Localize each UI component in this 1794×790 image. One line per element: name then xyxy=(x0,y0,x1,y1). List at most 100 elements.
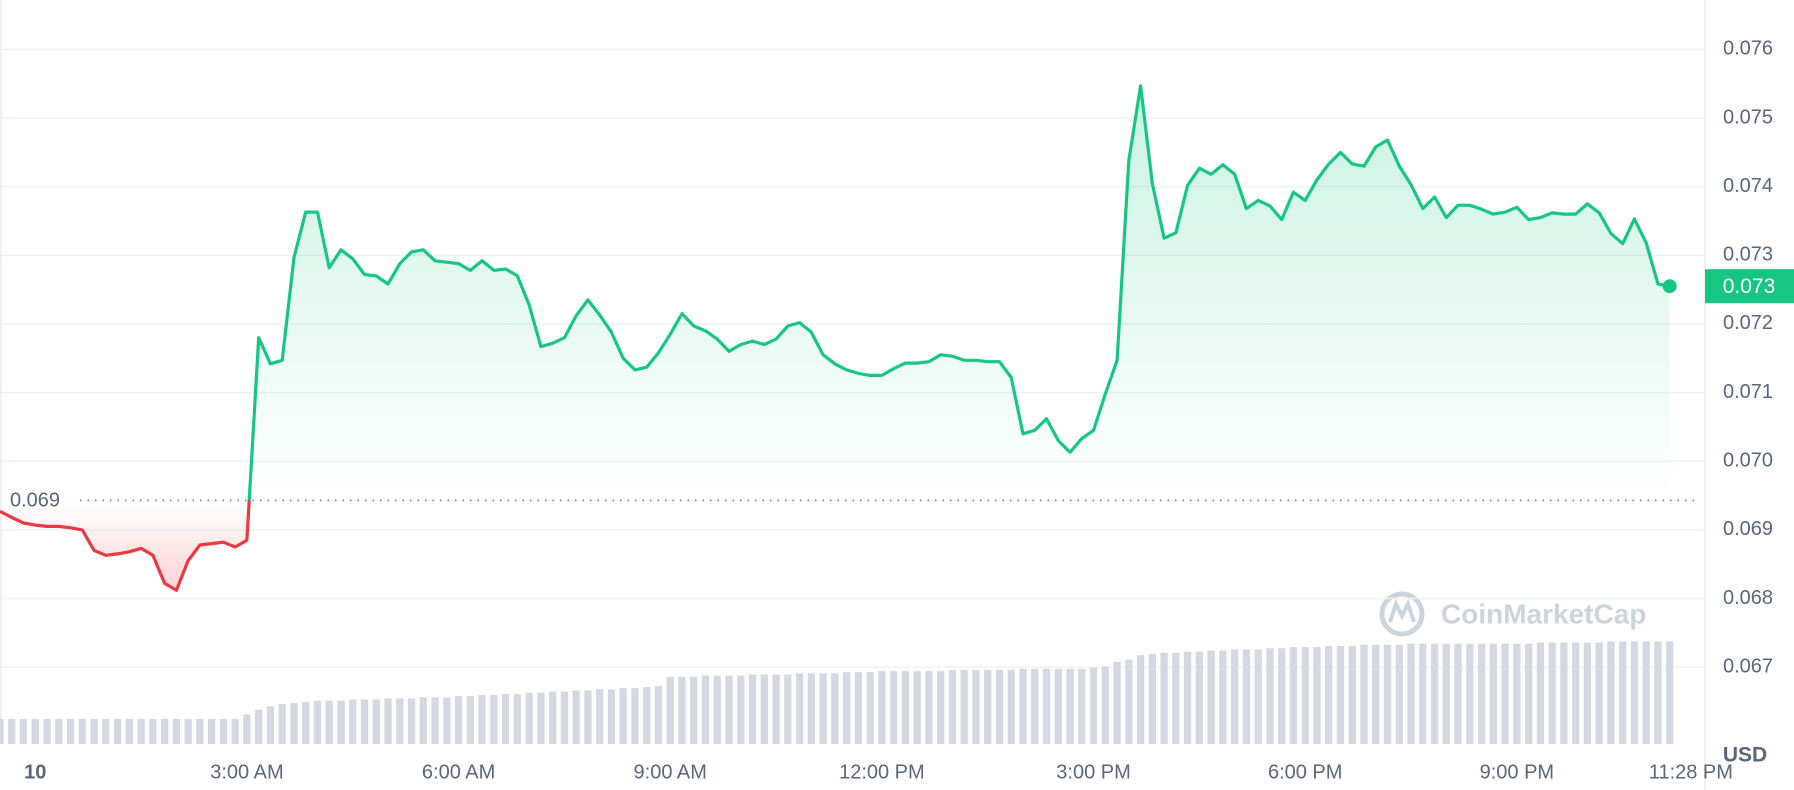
volume-bar xyxy=(396,698,404,744)
volume-bar xyxy=(360,699,369,744)
y-tick-label: 0.069 xyxy=(1723,518,1773,540)
volume-bar xyxy=(1089,667,1098,744)
volume-bar xyxy=(1254,649,1262,744)
volume-bar xyxy=(819,673,827,744)
volume-bar xyxy=(1630,641,1639,744)
volume-bar xyxy=(1572,642,1580,744)
watermark-logo-mark xyxy=(1388,598,1416,623)
volume-bar xyxy=(1195,651,1204,744)
volume-bar xyxy=(1031,668,1039,744)
volume-bar xyxy=(454,696,463,744)
volume-bar xyxy=(372,699,380,744)
price-line xyxy=(0,84,1670,592)
volume-bar xyxy=(960,669,968,744)
volume-bar xyxy=(584,690,592,744)
volume-bar xyxy=(149,718,157,744)
volume-bar xyxy=(1360,644,1368,744)
volume-bar xyxy=(337,700,345,744)
volume-bar xyxy=(1160,652,1168,744)
volume-bar xyxy=(1560,642,1568,744)
volume-bar xyxy=(1042,668,1051,744)
volume-bar xyxy=(690,676,698,744)
volume-bar xyxy=(1372,644,1380,744)
volume-bar xyxy=(66,718,75,744)
volume-bar xyxy=(807,673,815,744)
volume-bar xyxy=(137,718,145,744)
volume-bar xyxy=(972,669,980,744)
y-tick-label: 0.071 xyxy=(1723,381,1773,403)
volume-bar xyxy=(1501,643,1509,744)
volume-bar xyxy=(1454,643,1462,744)
y-tick-label: 0.074 xyxy=(1723,175,1773,197)
volume-bar xyxy=(313,700,322,744)
y-tick-label: 0.067 xyxy=(1723,655,1773,677)
volume-bar xyxy=(795,673,804,744)
currency-label: USD xyxy=(1723,744,1767,767)
x-tick-label: 9:00 PM xyxy=(1480,761,1554,783)
volume-bar xyxy=(172,718,181,744)
volume-bar xyxy=(302,701,310,744)
volume-bar xyxy=(1136,655,1145,744)
y-tick-label: 0.076 xyxy=(1723,38,1773,60)
volume-bar xyxy=(654,685,663,744)
volume-bar xyxy=(678,676,686,744)
y-tick-label: 0.070 xyxy=(1723,450,1773,472)
volume-bar xyxy=(725,675,733,744)
volume-bar xyxy=(208,718,216,744)
volume-bar xyxy=(243,714,251,744)
volume-bar xyxy=(1148,653,1156,744)
volume-bar xyxy=(125,718,133,744)
volume-bar xyxy=(666,676,674,744)
volume-bar xyxy=(525,692,533,744)
x-tick-label: 9:00 AM xyxy=(634,761,707,783)
volume-bar xyxy=(1442,643,1450,744)
volume-bar xyxy=(8,718,16,744)
volume-bar xyxy=(1477,643,1486,744)
volume-bar xyxy=(995,669,1004,744)
volume-bar xyxy=(1348,645,1356,744)
volume-bar xyxy=(1172,652,1180,744)
volume-bar xyxy=(1548,642,1556,744)
volume-bar xyxy=(1066,668,1074,744)
volume-bar xyxy=(1642,641,1650,744)
volume-bar xyxy=(1266,648,1274,744)
volume-bar xyxy=(31,718,39,744)
volume-bar xyxy=(1113,661,1121,744)
volume-bar xyxy=(1019,668,1027,744)
volume-bar xyxy=(1619,641,1627,744)
volume-bar xyxy=(55,718,63,744)
volume-bar xyxy=(1301,647,1309,744)
volume-bar xyxy=(607,689,616,744)
volume-bar xyxy=(1419,643,1427,744)
volume-bar xyxy=(184,718,192,744)
volume-bar xyxy=(513,693,522,744)
volume-bar xyxy=(1466,643,1474,744)
volume-bar xyxy=(831,673,839,744)
watermark: CoinMarketCap xyxy=(1379,591,1646,637)
volume-bar xyxy=(431,697,439,744)
volume-bar xyxy=(490,694,498,744)
volume-bar xyxy=(1054,668,1062,744)
x-tick-label: 10 xyxy=(24,761,46,783)
volume-bar xyxy=(266,706,275,744)
volume-bar xyxy=(1207,650,1215,744)
volume-bar xyxy=(1524,643,1533,744)
volume-bar xyxy=(937,671,945,744)
volume-bar xyxy=(349,699,357,744)
volume-bar xyxy=(1125,659,1133,744)
volume-bar xyxy=(1183,651,1192,744)
volume-bar xyxy=(1336,645,1345,744)
volume-bar xyxy=(290,702,298,744)
volume-bar xyxy=(78,718,86,744)
volume-bar xyxy=(43,718,51,744)
volume-bar xyxy=(713,675,721,744)
volume-bar xyxy=(1595,642,1603,744)
y-tick-label: 0.068 xyxy=(1723,587,1773,609)
last-price-dot xyxy=(1662,279,1677,294)
volume-bar xyxy=(549,691,557,744)
volume-bar xyxy=(537,692,545,744)
volume-bar xyxy=(1536,642,1545,744)
volume-bar xyxy=(643,687,651,744)
volume-bar xyxy=(1289,647,1298,744)
volume-bar xyxy=(984,669,992,744)
